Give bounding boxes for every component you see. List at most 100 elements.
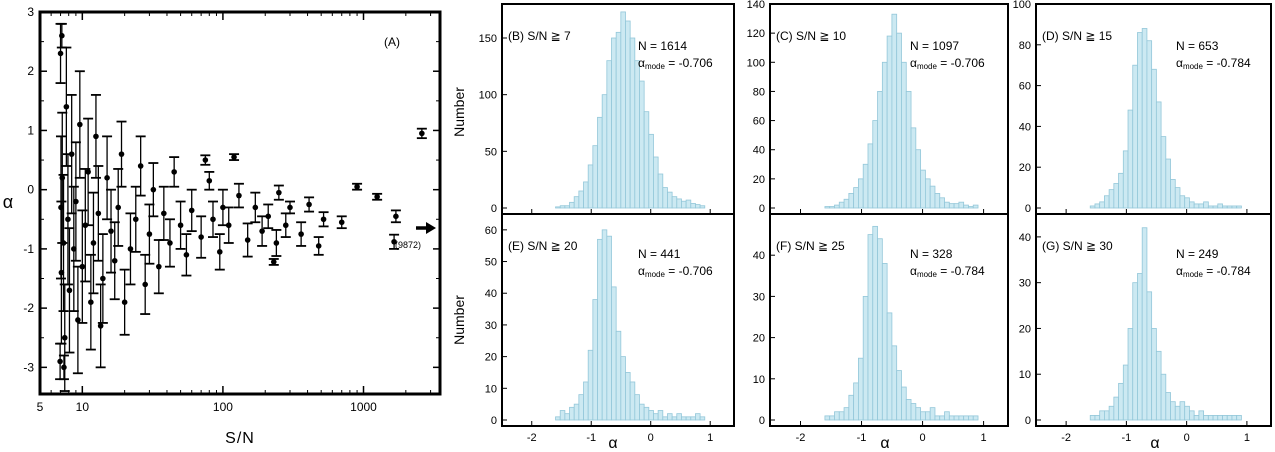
panel-g-x-tick-label: 1 bbox=[1244, 432, 1250, 444]
panel-b-bar bbox=[643, 111, 650, 209]
panel-d-y-tick-label: 80 bbox=[1019, 40, 1031, 52]
panel-f-bar bbox=[886, 312, 893, 421]
panel-a-point bbox=[156, 263, 162, 270]
panel-c-bars bbox=[824, 13, 979, 209]
panel-b-mode: αmode = -0.706 bbox=[638, 56, 713, 71]
panel-d-ticks: 0 20 40 60 80 100 bbox=[1013, 0, 1248, 215]
panel-d-bar bbox=[1226, 205, 1233, 209]
panel-g-bar bbox=[1141, 227, 1148, 421]
panel-g-bar bbox=[1207, 415, 1214, 421]
panel-a-y-label: α bbox=[3, 192, 13, 212]
panel-g-histogram: 0 10 20 30 40 -2 -1 0 1 (G) S/N ≧ 30 N = 249 αmo… bbox=[1019, 213, 1272, 452]
panel-d-bar bbox=[1146, 40, 1153, 209]
panel-d-bar bbox=[1132, 64, 1138, 209]
panel-f-bar bbox=[948, 415, 955, 421]
panel-a-point bbox=[338, 219, 345, 226]
panel-a-point bbox=[315, 243, 322, 249]
panel-a-point bbox=[73, 198, 79, 205]
panel-a-point bbox=[374, 193, 380, 200]
panel-e-ticks: 0 10 20 30 40 50 60 -2 -1 0 1 bbox=[485, 225, 714, 444]
panel-b-y-tick-label: 0 bbox=[491, 203, 497, 215]
panel-b-bar bbox=[667, 191, 673, 209]
panel-g-y-tick-label: 20 bbox=[1019, 323, 1031, 335]
panel-e-y-tick-label: 20 bbox=[485, 352, 497, 364]
panel-b-bar bbox=[611, 37, 617, 209]
panel-e-bar bbox=[643, 406, 650, 421]
panel-a-point bbox=[171, 169, 177, 175]
panel-a-point bbox=[90, 240, 97, 246]
panel-g-bar bbox=[1104, 410, 1110, 421]
panel-e-bar bbox=[629, 381, 636, 421]
panel-d-bar bbox=[1207, 205, 1214, 209]
panel-f-bar bbox=[862, 295, 869, 421]
panel-a-point bbox=[65, 216, 71, 223]
panel-d-y-tick-label: 20 bbox=[1019, 162, 1031, 174]
panel-c-y-tick-label: 140 bbox=[747, 0, 765, 11]
panel-e-bar bbox=[634, 394, 640, 421]
panel-e-bar bbox=[681, 416, 687, 421]
panel-c-bar bbox=[958, 201, 965, 209]
panel-a-point bbox=[58, 204, 64, 211]
panel-e-bar bbox=[657, 410, 664, 421]
panel-f-y-tick-label: 0 bbox=[759, 415, 765, 427]
panel-c-y-tick-label: 100 bbox=[747, 57, 765, 69]
panel-a-y-tick-label: -3 bbox=[23, 360, 34, 374]
panel-a-point bbox=[127, 246, 134, 252]
panel-a-point bbox=[100, 275, 106, 282]
panel-e-bar bbox=[615, 330, 622, 421]
panel-e-x-tick-label: -2 bbox=[527, 432, 537, 444]
panel-g-x-tick-label: 0 bbox=[1184, 432, 1190, 444]
panel-d-n: N = 653 bbox=[1176, 39, 1219, 53]
panel-f-bar bbox=[910, 403, 917, 421]
panel-d-y-tick-label: 40 bbox=[1019, 121, 1031, 133]
panel-f-frame bbox=[769, 213, 1009, 427]
panel-e-bar bbox=[667, 413, 673, 421]
panel-a-point bbox=[220, 204, 226, 211]
panel-d-mode: αmode = -0.784 bbox=[1176, 56, 1251, 71]
panel-f-bar bbox=[896, 370, 902, 421]
panel-c-mode: αmode = -0.706 bbox=[910, 56, 985, 71]
panel-f-bar bbox=[824, 415, 831, 421]
panel-a-point bbox=[57, 50, 64, 57]
panel-e-y-tick-label: 10 bbox=[485, 383, 497, 395]
panel-c-bar bbox=[944, 201, 950, 209]
panel-d-bar bbox=[1170, 179, 1176, 209]
panel-d-bar bbox=[1118, 172, 1124, 209]
panel-b-bar bbox=[699, 205, 706, 209]
panel-g-bar bbox=[1222, 415, 1228, 421]
panel-a-point bbox=[68, 151, 75, 157]
panel-c-bar bbox=[848, 193, 855, 209]
panel-e-n: N = 441 bbox=[638, 247, 681, 261]
panel-a-y-tick-label: 0 bbox=[27, 183, 34, 197]
panel-e-bar bbox=[573, 403, 580, 421]
panel-d-y-tick-label: 0 bbox=[1025, 203, 1031, 215]
panel-g-bar bbox=[1212, 415, 1219, 421]
panel-f-bars bbox=[824, 225, 979, 421]
panel-f-bar bbox=[939, 415, 945, 421]
panel-a-point bbox=[306, 201, 312, 208]
panel-a-point bbox=[276, 189, 282, 196]
panel-e-bar bbox=[676, 413, 682, 421]
panel-f-bar bbox=[934, 415, 941, 421]
panel-c-bar bbox=[972, 204, 979, 209]
panel-b-y-tick-label: 100 bbox=[479, 90, 497, 102]
panel-e-bar bbox=[587, 349, 594, 421]
panel-e-bar bbox=[639, 403, 645, 421]
panel-f-bar bbox=[843, 407, 850, 421]
panel-c-histogram: 0 20 40 60 80 100 120 140 (C) S/N ≧ 10 N = 1097… bbox=[747, 0, 1009, 215]
panel-d-y-tick-label: 100 bbox=[1013, 0, 1031, 11]
panel-a-point bbox=[132, 216, 139, 223]
panel-e-bar bbox=[606, 235, 612, 421]
panel-g-bar bbox=[1179, 401, 1186, 421]
panel-a-point bbox=[419, 130, 425, 137]
panel-f-bar bbox=[924, 411, 931, 421]
panel-a-x-tick-label: 10 bbox=[76, 400, 90, 414]
panel-a-y-tick-label: -1 bbox=[23, 242, 34, 256]
panel-e-bar bbox=[648, 410, 654, 421]
panel-d-bar bbox=[1094, 203, 1101, 209]
panel-f-y-tick-label: 10 bbox=[753, 374, 765, 386]
panel-c-y-tick-label: 40 bbox=[753, 145, 765, 157]
panel-a-point bbox=[61, 364, 67, 371]
panel-b-bar bbox=[653, 156, 659, 209]
